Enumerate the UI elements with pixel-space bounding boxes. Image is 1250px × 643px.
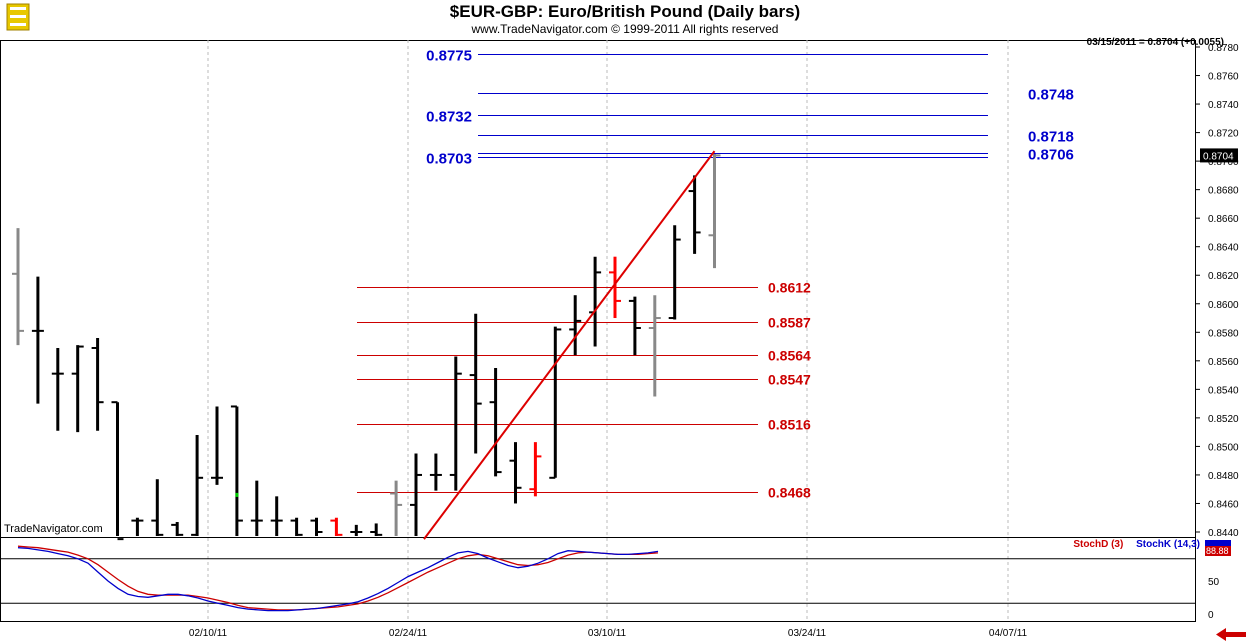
fib-level-label: 0.8748 [1028, 87, 1074, 104]
stochk-line [17, 547, 659, 612]
y-tick-label: 0.8600 [1208, 300, 1239, 311]
y-tick-label: 0.8580 [1208, 328, 1239, 339]
fib-level-label: 0.8703 [426, 151, 472, 168]
stochd-legend: StochD (3) [1073, 539, 1124, 550]
fib-level-label: 0.8547 [768, 372, 811, 388]
stochk-legend: StochK (14,3) [1136, 539, 1200, 550]
y-tick-label: 0.8740 [1208, 100, 1239, 111]
fib-level-label: 0.8564 [768, 348, 811, 364]
trendline [423, 150, 716, 540]
stoch-box-top [1205, 540, 1231, 546]
y-tick-label: 0.8500 [1208, 442, 1239, 453]
x-tick-label: 03/10/11 [588, 628, 627, 639]
fib-level-label: 0.8516 [768, 417, 811, 433]
fib-level-label: 0.8468 [768, 485, 811, 501]
y-tick-label: 0.8680 [1208, 186, 1239, 197]
stoch-legend: StochD (3) StochK (14,3) [1063, 539, 1200, 550]
stoch-panel-frame [0, 537, 1196, 622]
y-tick-label: 0.8480 [1208, 471, 1239, 482]
fib-level-label: 0.8612 [768, 280, 811, 296]
stoch-y-tick: 50 [1208, 577, 1220, 588]
fib-level-label: 0.8732 [426, 109, 472, 126]
fib-level-label: 0.8587 [768, 315, 811, 331]
stoch-box [1205, 546, 1231, 556]
y-tick-label: 0.8460 [1208, 499, 1239, 510]
x-tick-label: 02/10/11 [189, 628, 228, 639]
current-price-box [1200, 148, 1238, 163]
y-tick-label: 0.8620 [1208, 271, 1239, 282]
signal-marker [235, 492, 239, 497]
y-tick-label: 0.8520 [1208, 414, 1239, 425]
x-tick-label: 03/24/11 [788, 628, 827, 639]
y-tick-label: 0.8720 [1208, 129, 1239, 140]
y-tick-label: 0.8780 [1208, 43, 1239, 54]
y-tick-label: 0.8760 [1208, 72, 1239, 83]
stoch-current-label: 88.88 [1206, 546, 1229, 556]
stoch-y-tick: 0 [1208, 610, 1214, 621]
y-tick-label: 0.8440 [1208, 528, 1239, 539]
x-tick-label: 02/24/11 [389, 628, 428, 639]
y-tick-label: 0.8560 [1208, 357, 1239, 368]
current-price-label: 0.8704 [1203, 151, 1234, 162]
y-tick-label: 0.8640 [1208, 243, 1239, 254]
y-tick-label: 0.8660 [1208, 214, 1239, 225]
scroll-left-arrow-icon[interactable] [1216, 628, 1246, 641]
copyright-text: www.TradeNavigator.com © 1999-2011 All r… [471, 22, 779, 36]
watermark: TradeNavigator.com [4, 523, 103, 535]
fib-level-label: 0.8775 [426, 48, 472, 65]
y-tick-label: 0.8700 [1208, 157, 1239, 168]
y-tick-label: 0.8540 [1208, 385, 1239, 396]
fib-level-label: 0.8718 [1028, 129, 1074, 146]
last-price-status: 03/15/2011 = 0.8704 (+0.0055) [1086, 37, 1224, 48]
trade-navigator-logo-icon [6, 3, 30, 31]
chart-header: $EUR-GBP: Euro/British Pound (Daily bars… [0, 0, 1250, 40]
x-tick-label: 04/07/11 [989, 628, 1028, 639]
stochd-line [17, 545, 659, 611]
chart-title: $EUR-GBP: Euro/British Pound (Daily bars… [449, 2, 801, 21]
fib-level-label: 0.8706 [1028, 147, 1074, 164]
